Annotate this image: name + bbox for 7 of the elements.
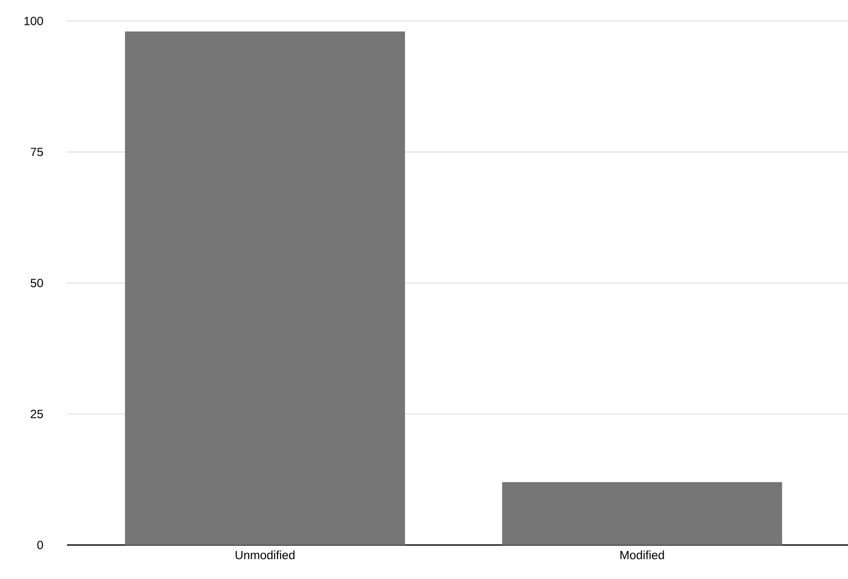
y-tick-label: 75 bbox=[30, 148, 43, 156]
y-tick-label: 25 bbox=[30, 410, 43, 418]
y-tick-label: 50 bbox=[30, 278, 44, 288]
y-tick-label: 100 bbox=[24, 16, 44, 26]
x-tick-label: Unmodified bbox=[236, 550, 294, 560]
x-tick-label: Modified bbox=[620, 550, 664, 560]
y-tick-label: 0 bbox=[37, 540, 44, 550]
